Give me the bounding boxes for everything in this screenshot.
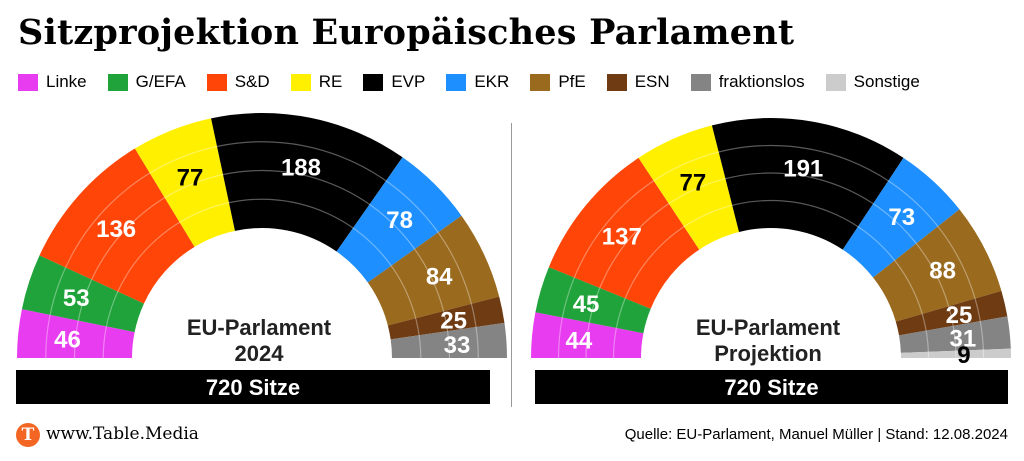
chart-divider xyxy=(511,123,512,407)
ring-guide xyxy=(45,141,479,359)
segment-esn xyxy=(895,290,1008,336)
legend-swatch xyxy=(18,73,38,91)
segment-label-ekr: 78 xyxy=(386,207,413,234)
legend-swatch xyxy=(206,73,227,91)
segment-label-esn: 25 xyxy=(946,302,973,329)
segment-label-linke: 46 xyxy=(54,326,81,353)
segment-label-fraktionslos: 31 xyxy=(950,325,977,352)
legend-swatch xyxy=(690,73,711,91)
footer-source: Quelle: EU-Parlament, Manuel Müller | St… xyxy=(624,426,1008,443)
footer-site-link[interactable]: www.Table.Media xyxy=(46,424,199,444)
segment-ekr xyxy=(336,157,462,283)
table-media-logo: T xyxy=(16,423,40,447)
segment-g-efa xyxy=(535,267,651,334)
segment-g-efa xyxy=(21,255,144,333)
legend-label: Sonstige xyxy=(853,72,920,91)
legend-label: PfE xyxy=(558,72,586,91)
legend-swatch xyxy=(530,73,551,91)
legend: Linke G/EFA S&D RE EVP EKR PfE ESN fraktionslos S… xyxy=(18,72,920,92)
segment-label-re: 77 xyxy=(680,170,707,197)
segment-pfe xyxy=(873,209,1002,322)
segment-fraktionslos xyxy=(390,322,507,358)
legend-label: ESN xyxy=(634,72,670,91)
legend-swatch xyxy=(825,73,846,91)
segment-label-g-efa: 53 xyxy=(63,285,90,312)
segment-esn xyxy=(387,296,505,340)
segment-fraktionslos xyxy=(899,316,1011,353)
ring-guide xyxy=(585,172,957,359)
segment-label-s-d: 136 xyxy=(96,216,136,243)
segment-label-pfe: 88 xyxy=(929,258,956,285)
center-label-line1: EU-Parlament xyxy=(696,315,841,340)
segment-label-ekr: 73 xyxy=(888,204,915,231)
segment-label-evp: 188 xyxy=(281,154,321,181)
legend-item-linke: Linke xyxy=(18,72,87,92)
legend-swatch xyxy=(606,73,627,91)
legend-item-ekr: EKR xyxy=(446,72,509,92)
center-label-line2: 2024 xyxy=(235,341,285,366)
segment-label-pfe: 84 xyxy=(426,263,453,290)
ring-guide xyxy=(73,169,451,359)
segment-label-s-d: 137 xyxy=(602,224,642,251)
total-seats-label: 720 Sitze xyxy=(724,375,818,400)
segment-label-re: 77 xyxy=(177,164,204,191)
legend-swatch xyxy=(446,73,467,91)
legend-label: fraktionslos xyxy=(718,72,805,91)
chart-title: Sitzprojektion Europäisches Parlament xyxy=(18,12,795,53)
logo-letter: T xyxy=(21,424,35,445)
segment-linke xyxy=(17,309,135,358)
segment-label-fraktionslos: 33 xyxy=(444,332,471,359)
total-seats-bar xyxy=(16,370,490,404)
ring-guide xyxy=(557,144,985,359)
legend-item-s-d: S&D xyxy=(206,72,270,92)
segment-re xyxy=(134,118,235,247)
segment-evp xyxy=(211,112,403,252)
segment-label-linke: 44 xyxy=(566,328,593,355)
legend-label: Linke xyxy=(46,72,87,91)
legend-label: EKR xyxy=(474,72,510,91)
segment-re xyxy=(638,125,740,250)
legend-item-g-efa: G/EFA xyxy=(107,72,186,92)
segment-evp xyxy=(711,118,904,250)
legend-swatch xyxy=(363,73,384,91)
segment-pfe xyxy=(367,215,500,326)
legend-item-esn: ESN xyxy=(606,72,670,92)
legend-swatch xyxy=(290,73,311,91)
ring-guide xyxy=(612,199,930,359)
segment-s-d xyxy=(548,157,700,309)
ring-guide xyxy=(102,198,422,359)
legend-item-pfe: PfE xyxy=(530,72,586,92)
center-label-line1: EU-Parlament xyxy=(187,315,332,340)
segment-label-esn: 25 xyxy=(440,307,467,334)
legend-swatch xyxy=(107,73,128,91)
segment-label-sonstige: 9 xyxy=(957,342,970,369)
segment-label-g-efa: 45 xyxy=(573,291,600,318)
legend-label: G/EFA xyxy=(135,72,186,91)
legend-label: S&D xyxy=(234,72,270,91)
legend-item-evp: EVP xyxy=(363,72,425,92)
segment-linke xyxy=(531,312,644,358)
segment-s-d xyxy=(39,148,195,304)
legend-item-fraktionslos: fraktionslos xyxy=(690,72,805,92)
legend-item-sonstige: Sonstige xyxy=(825,72,920,92)
segment-sonstige xyxy=(900,348,1011,358)
legend-item-re: RE xyxy=(290,72,343,92)
total-seats-bar xyxy=(535,370,1008,404)
segment-ekr xyxy=(842,157,960,278)
legend-label: EVP xyxy=(391,72,426,91)
segment-label-evp: 191 xyxy=(783,156,823,183)
total-seats-label: 720 Sitze xyxy=(206,375,300,400)
center-label-line2: Projektion xyxy=(714,341,822,366)
legend-label: RE xyxy=(318,72,343,91)
